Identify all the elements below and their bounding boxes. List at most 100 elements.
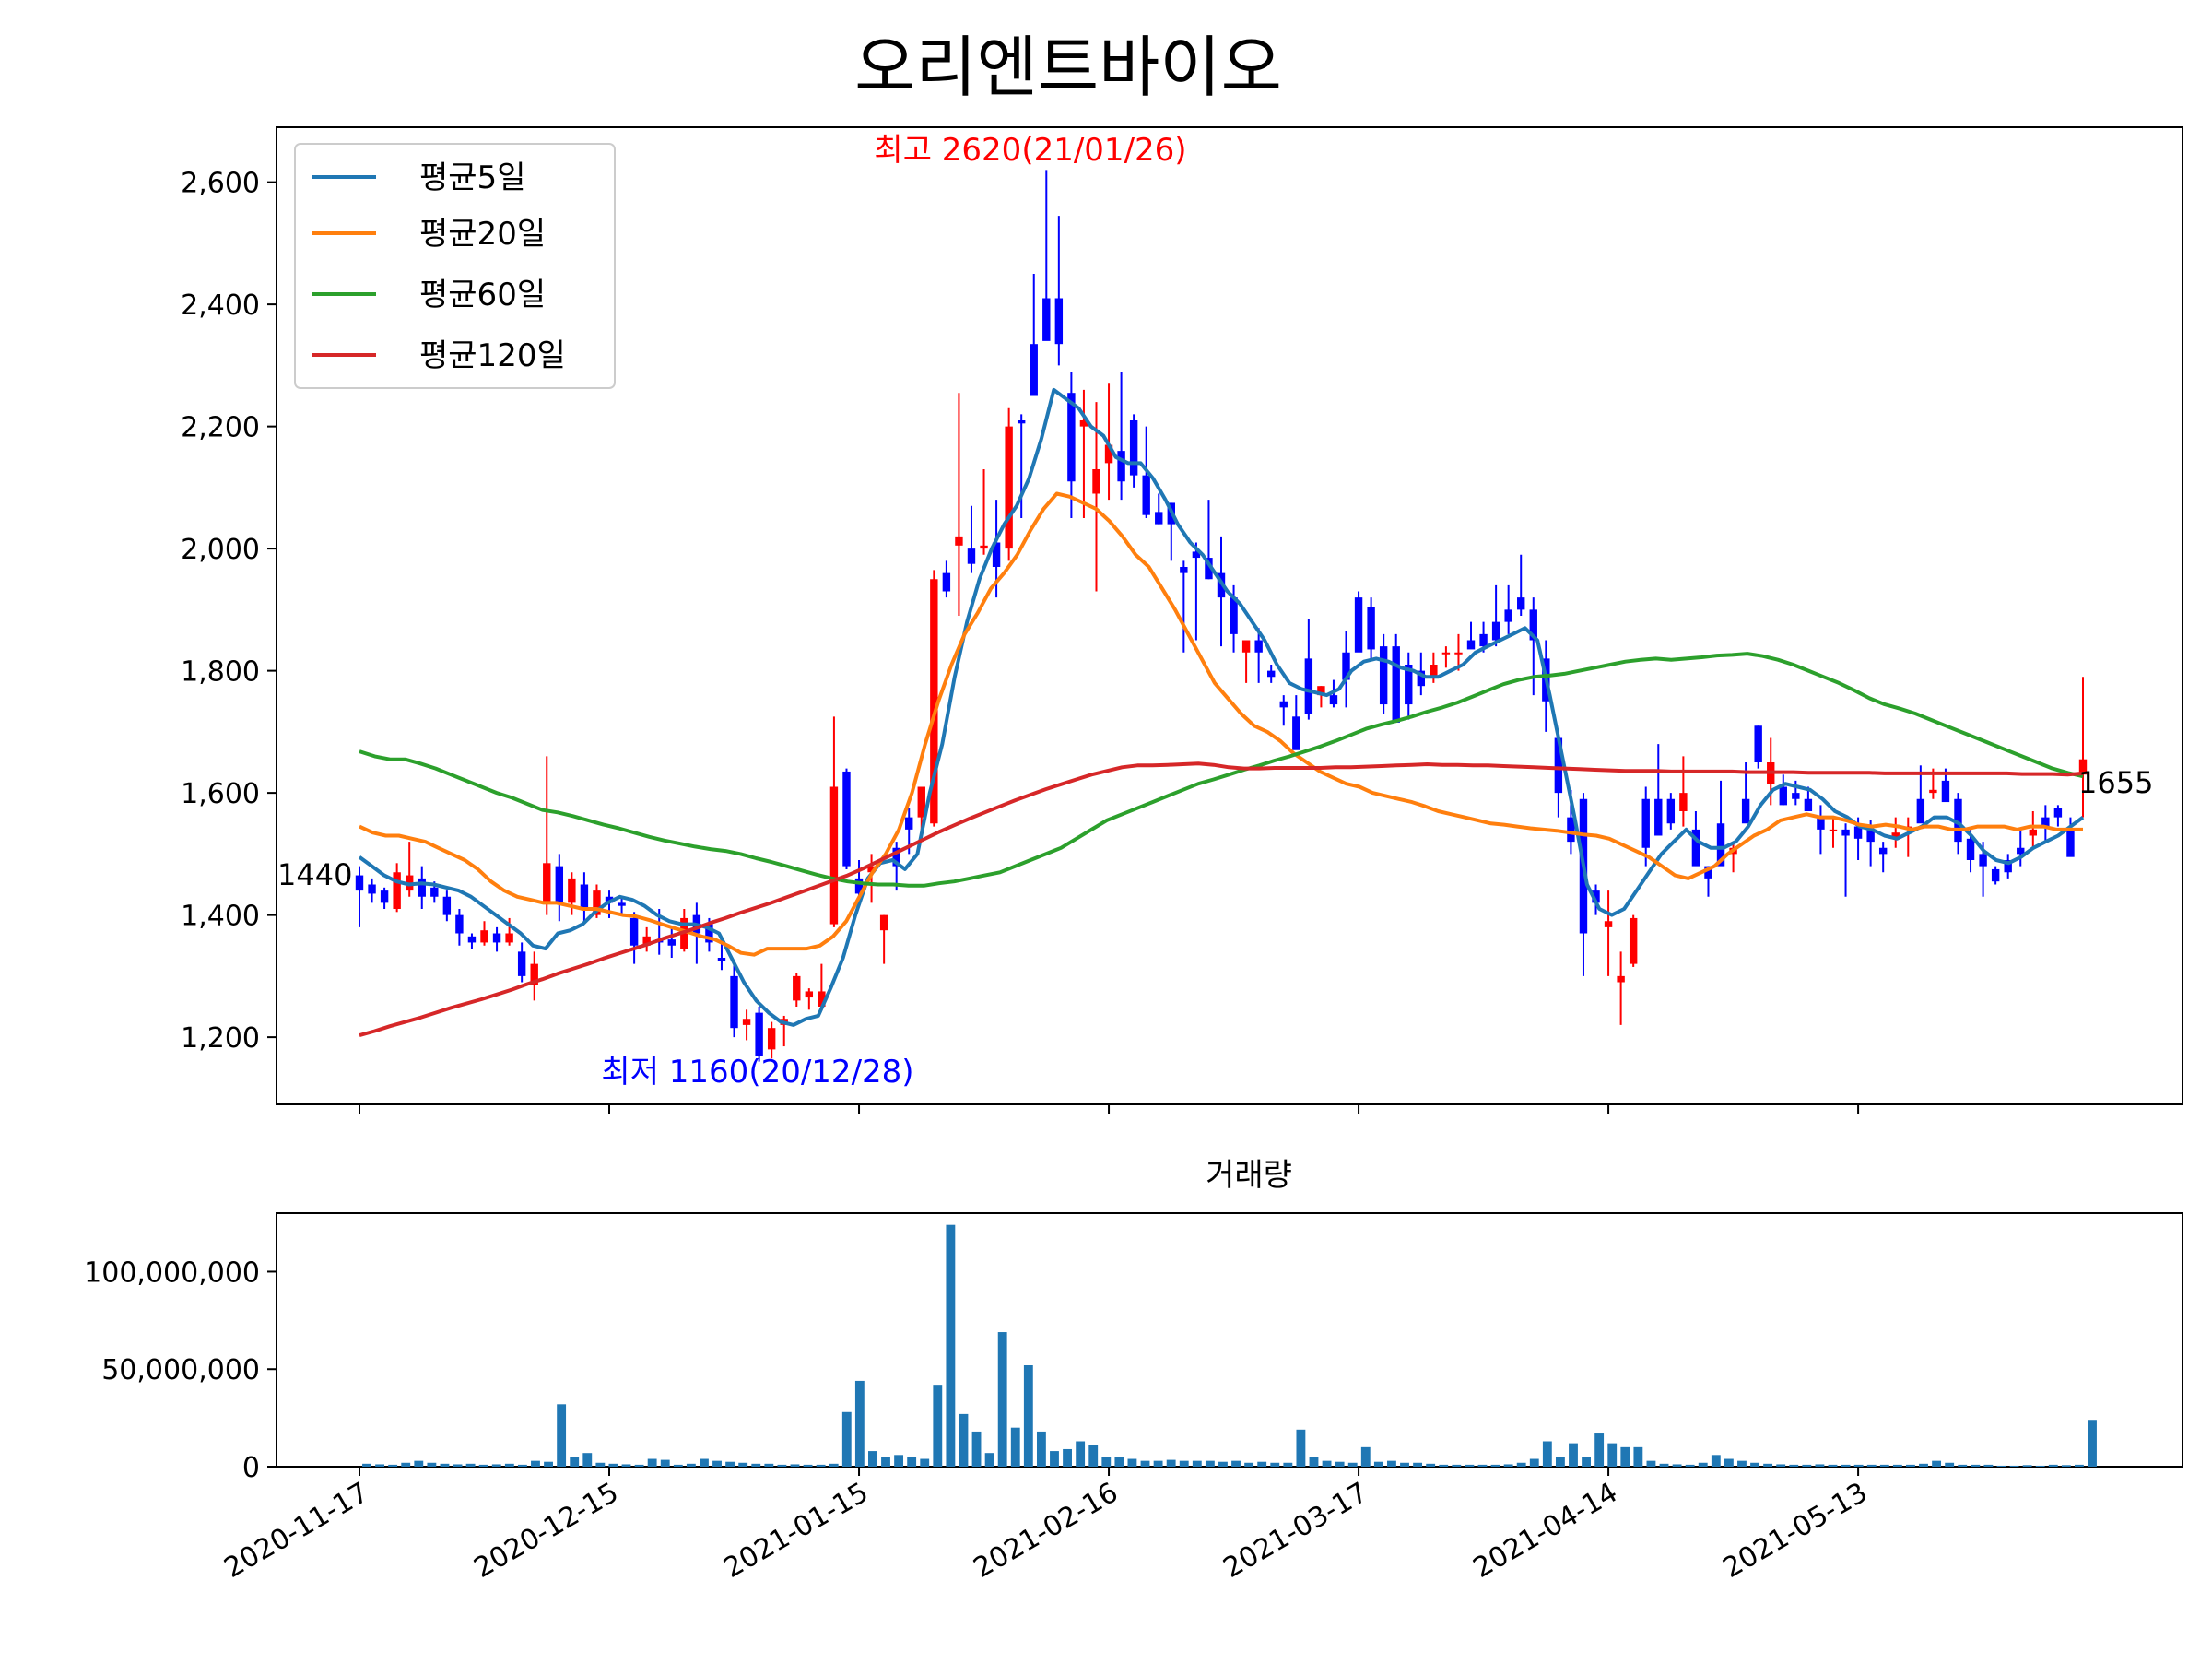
volume-bar (531, 1460, 540, 1467)
candle-body (842, 771, 851, 867)
candle (1054, 216, 1064, 366)
candle-body (1866, 829, 1875, 843)
candle-body (1691, 829, 1700, 867)
candle (1017, 414, 1026, 518)
candle-body (1617, 975, 1625, 983)
volume-bar (1879, 1464, 1889, 1467)
candle-body (1279, 701, 1288, 708)
candle (1405, 652, 1413, 720)
candle-body (1991, 868, 2000, 882)
candle (755, 1007, 763, 1062)
candle (1754, 725, 1762, 769)
volume-bar (764, 1463, 774, 1467)
candle-body (1304, 658, 1313, 714)
candle-body (1716, 823, 1725, 867)
volume-bar (894, 1455, 904, 1467)
candle-body (1367, 607, 1375, 650)
volume-bar (1853, 1464, 1864, 1467)
candle (1529, 597, 1537, 696)
volume-bar (388, 1464, 398, 1467)
candle (818, 963, 826, 1010)
candle-body (1954, 798, 1962, 843)
volume-y-tick-label: 100,000,000 (84, 1256, 260, 1289)
candle-body (1853, 826, 1863, 839)
candle (967, 505, 976, 573)
volume-bar (1841, 1464, 1851, 1467)
candle-body (1979, 854, 1987, 867)
candle (667, 926, 676, 958)
volume-bar (1244, 1462, 1254, 1467)
candle-body (992, 542, 1001, 567)
volume-bar (1023, 1365, 1033, 1467)
volume-bar (1815, 1464, 1825, 1467)
price-y-tick-label: 2,600 (181, 168, 260, 200)
candle-body (1941, 780, 1950, 803)
candle-body (1754, 725, 1762, 762)
volume-bar (1400, 1462, 1409, 1467)
candle-body (480, 930, 488, 943)
candle (393, 863, 401, 913)
candle (455, 909, 464, 946)
candle-body (1554, 737, 1563, 794)
legend-frame (294, 143, 616, 389)
candle (1317, 686, 1325, 708)
candle-body (593, 890, 601, 915)
candle (1817, 805, 1825, 855)
candle (467, 933, 477, 949)
volume-bar (1360, 1446, 1371, 1467)
volume-bar (1283, 1462, 1293, 1467)
moving-average-line (359, 652, 2084, 888)
candle-body (1792, 793, 1800, 799)
volume-bar (1750, 1462, 1759, 1467)
candle-body (1966, 838, 1975, 860)
legend-label-ma120: 평균120일 (419, 337, 566, 374)
candle-body (1741, 798, 1750, 824)
candle-body (2029, 829, 2037, 836)
candle (1517, 554, 1525, 616)
volume-bar (1711, 1455, 1721, 1467)
candle (1878, 842, 1888, 873)
candle-body (1142, 475, 1150, 515)
candle (767, 1021, 776, 1059)
volume-bar (1659, 1463, 1669, 1467)
volume-bar (841, 1411, 852, 1467)
candle (1641, 786, 1650, 867)
price-y-tick-label: 1,600 (181, 778, 260, 810)
candle-body (1804, 798, 1813, 811)
candle-body (818, 991, 826, 1007)
candle (2029, 811, 2037, 848)
candle (517, 942, 526, 983)
candle (505, 917, 513, 946)
candle (1279, 695, 1288, 726)
volume-bar (1140, 1460, 1150, 1467)
candle (1092, 402, 1100, 592)
candle-body (854, 878, 864, 894)
legend-entry-ma120: 평균120일 (312, 337, 566, 374)
candle-body (1117, 451, 1125, 482)
volume-bar (2022, 1465, 2032, 1467)
candle-body (517, 951, 526, 976)
candle (1117, 372, 1125, 501)
candle-body (418, 878, 426, 897)
candle-body (1392, 646, 1400, 723)
candle-body (1405, 665, 1413, 705)
candle (1342, 631, 1350, 708)
volume-bar (777, 1464, 787, 1467)
volume-bar (1153, 1460, 1163, 1467)
moving-average-lines (358, 387, 2085, 1038)
volume-bar (907, 1457, 917, 1467)
volume-bar (1076, 1441, 1086, 1467)
candle (980, 469, 988, 555)
volume-bars (362, 1224, 2097, 1467)
volume-bar (1594, 1433, 1605, 1467)
volume-bar (1776, 1464, 1786, 1467)
candle-body (2004, 860, 2012, 873)
volume-bar (1101, 1457, 1112, 1467)
volume-bar (362, 1463, 371, 1467)
volume-bar (1477, 1464, 1488, 1467)
candle (543, 756, 551, 915)
volume-bar (582, 1453, 593, 1467)
volume-bar (570, 1457, 580, 1467)
volume-bar (414, 1460, 424, 1467)
price-y-tick-label: 1,800 (181, 656, 260, 689)
